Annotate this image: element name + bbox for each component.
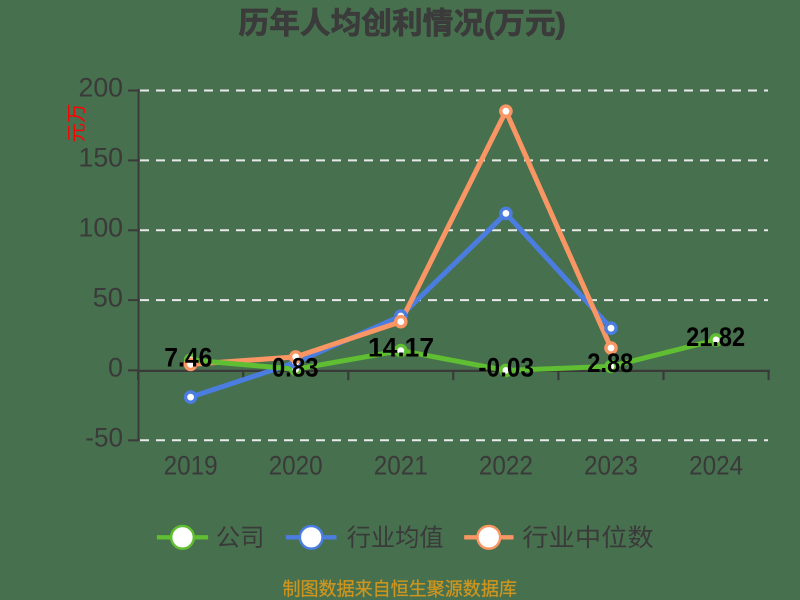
svg-text:200: 200	[79, 73, 124, 103]
svg-text:2021: 2021	[374, 451, 428, 481]
svg-text:21.82: 21.82	[686, 322, 745, 352]
svg-text:50: 50	[93, 282, 123, 312]
svg-text:制图数据来自恒生聚源数据库: 制图数据来自恒生聚源数据库	[283, 579, 517, 600]
svg-text:行业均值: 行业均值	[347, 525, 444, 552]
svg-text:-50: -50	[85, 423, 123, 453]
svg-text:0: 0	[108, 352, 123, 382]
svg-text:历年人均创利情况(万元): 历年人均创利情况(万元)	[239, 7, 566, 40]
svg-text:2022: 2022	[479, 451, 533, 481]
svg-text:2020: 2020	[269, 451, 323, 481]
svg-text:100: 100	[79, 213, 124, 243]
svg-text:2019: 2019	[164, 451, 218, 481]
svg-text:元万: 元万	[66, 103, 88, 142]
svg-text:公司: 公司	[216, 525, 265, 552]
svg-text:150: 150	[79, 143, 124, 173]
svg-text:7.46: 7.46	[164, 343, 212, 373]
svg-text:行业中位数: 行业中位数	[522, 525, 653, 552]
svg-text:2023: 2023	[584, 451, 638, 481]
svg-text:2.88: 2.88	[587, 348, 633, 378]
svg-text:-0.03: -0.03	[478, 352, 534, 382]
svg-text:2024: 2024	[689, 451, 743, 481]
svg-text:14.17: 14.17	[368, 332, 434, 362]
svg-text:0.83: 0.83	[272, 352, 319, 382]
